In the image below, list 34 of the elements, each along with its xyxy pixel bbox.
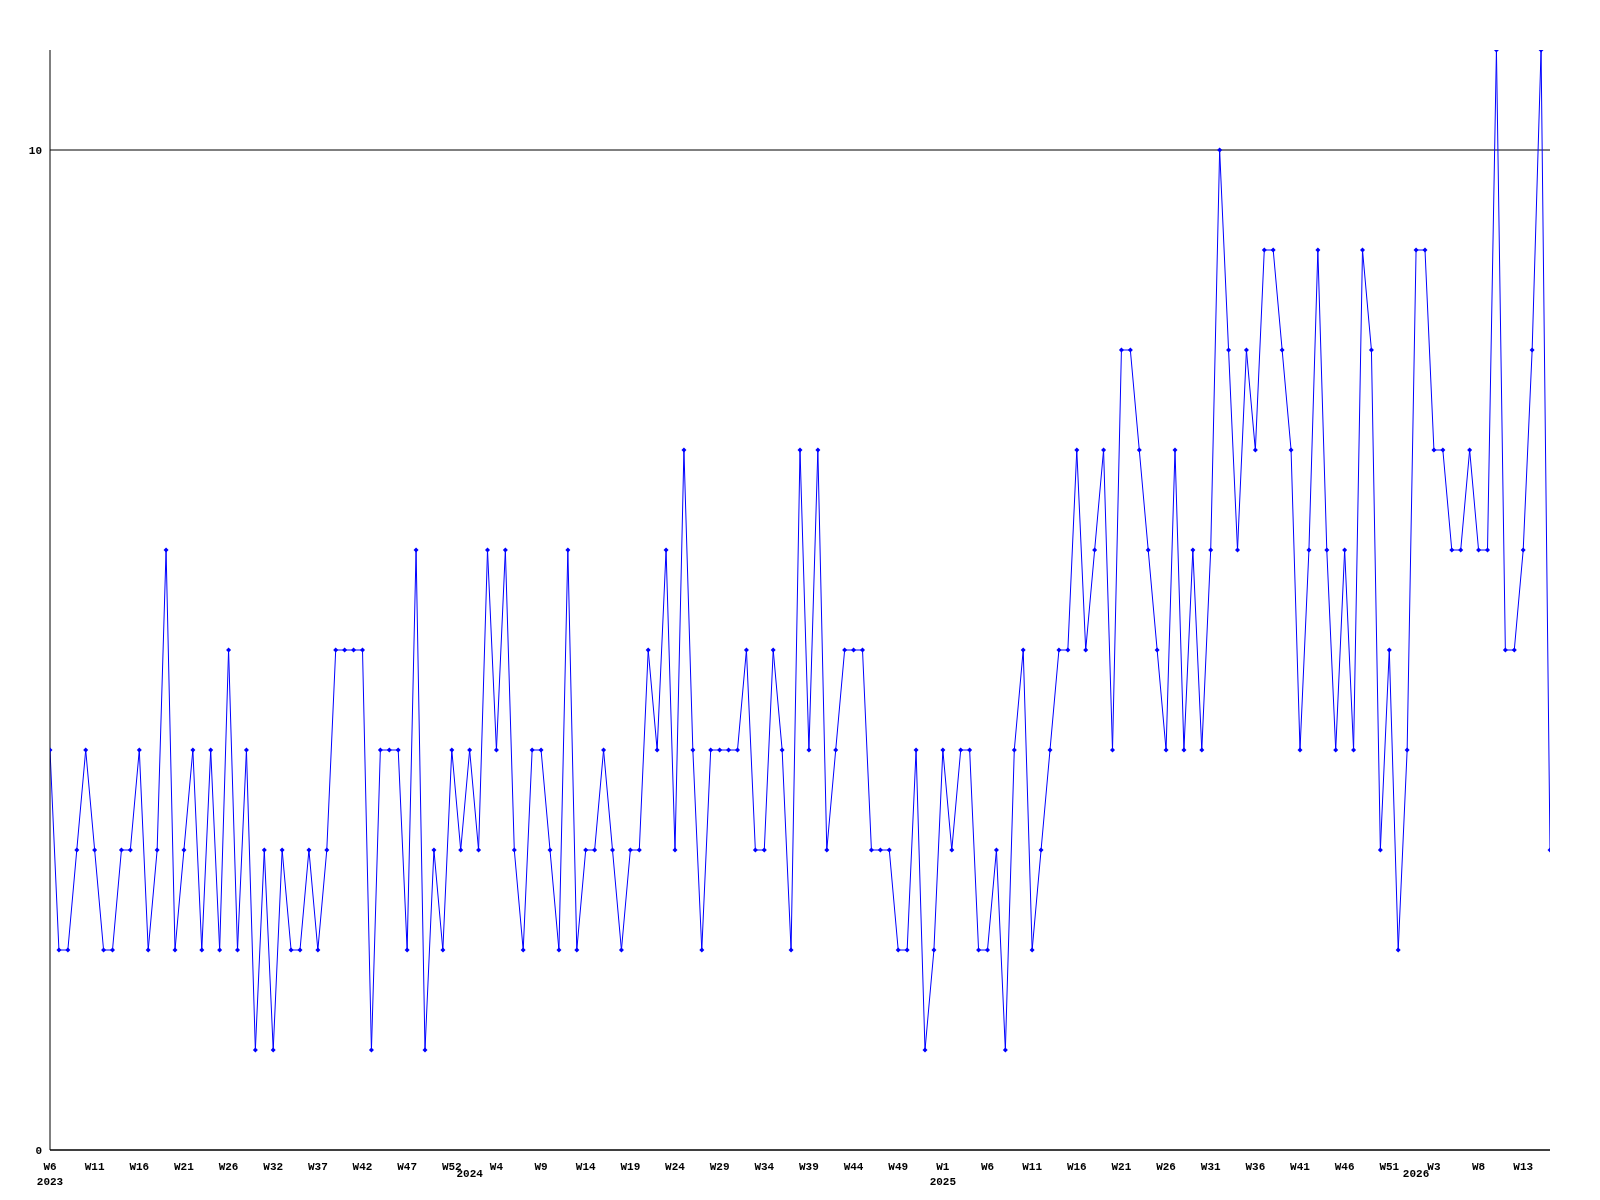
x-tick-label: W49 <box>888 1161 909 1173</box>
x-tick-label: W44 <box>843 1161 864 1173</box>
x-tick-label: W41 <box>1290 1161 1311 1173</box>
x-tick-label: W37 <box>307 1161 328 1173</box>
x-tick-label: W13 <box>1513 1161 1534 1173</box>
x-tick-label: W11 <box>84 1161 105 1173</box>
x-tick-label: W36 <box>1245 1161 1266 1173</box>
x-tick-label: W32 <box>263 1161 284 1173</box>
x-tick-label: W42 <box>352 1161 373 1173</box>
x-tick-label: W14 <box>575 1161 597 1173</box>
x-tick-label: W21 <box>174 1161 195 1173</box>
x-tick-label: W26 <box>1156 1161 1176 1173</box>
x-tick-label: W16 <box>1066 1161 1087 1173</box>
x-tick-label: W11 <box>1022 1161 1043 1173</box>
x-tick-label: W24 <box>665 1161 686 1173</box>
x-tick-label: W46 <box>1334 1161 1355 1173</box>
y-tick-label: 0 <box>35 1144 42 1157</box>
x-tick-label: W8 <box>1471 1161 1486 1173</box>
y-tick-label: 10 <box>28 144 42 157</box>
x-tick-label: W4 <box>489 1161 504 1173</box>
x-tick-label: W26 <box>218 1161 239 1173</box>
x-tick-label: W1 2025 <box>929 1161 957 1188</box>
x-tick-label: W6 2023 <box>36 1161 64 1188</box>
x-tick-label: W39 <box>799 1161 819 1173</box>
x-tick-label: W29 <box>709 1161 730 1173</box>
x-tick-label: W21 <box>1111 1161 1132 1173</box>
x-tick-label: W51 <box>1379 1161 1400 1173</box>
x-tick-label: W6 <box>980 1161 995 1173</box>
x-tick-label: W47 <box>397 1161 418 1173</box>
x-tick-label: W34 <box>754 1161 775 1173</box>
x-tick-label: W19 <box>620 1161 641 1173</box>
x-tick-label: W31 <box>1200 1161 1222 1173</box>
x-tick-label: W16 <box>129 1161 150 1173</box>
x-tick-label: W9 <box>534 1161 548 1173</box>
